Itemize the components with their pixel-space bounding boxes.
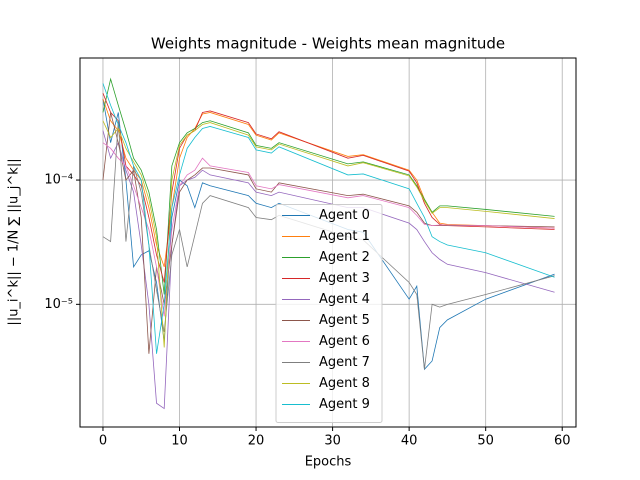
y-tick-label: 10⁻⁴: [44, 173, 73, 188]
series-line: [102, 83, 555, 354]
legend-label: Agent 5: [319, 313, 370, 328]
legend-label: Agent 7: [319, 355, 370, 370]
x-axis-label: Epochs: [305, 455, 352, 470]
legend-box: [275, 204, 383, 423]
x-tick-label: 40: [401, 434, 418, 449]
x-tick-label: 20: [248, 434, 265, 449]
legend-label: Agent 3: [319, 271, 370, 286]
series-line: [102, 77, 555, 295]
series-line: [102, 98, 555, 371]
legend-label: Agent 1: [319, 229, 370, 244]
legend-label: Agent 0: [319, 208, 370, 223]
x-tick-label: 10: [171, 434, 188, 449]
series-line: [102, 120, 555, 370]
x-tick-label: 60: [554, 434, 571, 449]
plot-frame: [79, 57, 577, 428]
legend-label: Agent 4: [319, 292, 370, 307]
chart-title: Weights magnitude - Weights mean magnitu…: [151, 35, 505, 53]
series-line: [102, 130, 555, 410]
legend-label: Agent 9: [319, 397, 370, 412]
y-axis-label: ||u_i^k|| − 1/N ∑ ||u_j^k||: [7, 158, 22, 325]
legend-label: Agent 6: [319, 334, 370, 349]
x-tick-label: 30: [324, 434, 341, 449]
legend-label: Agent 8: [319, 376, 370, 391]
legend-label: Agent 2: [319, 250, 370, 265]
x-tick-label: 0: [99, 434, 107, 449]
series-line: [102, 120, 555, 348]
y-tick-label: 10⁻⁵: [44, 297, 73, 312]
x-tick-label: 50: [477, 434, 494, 449]
